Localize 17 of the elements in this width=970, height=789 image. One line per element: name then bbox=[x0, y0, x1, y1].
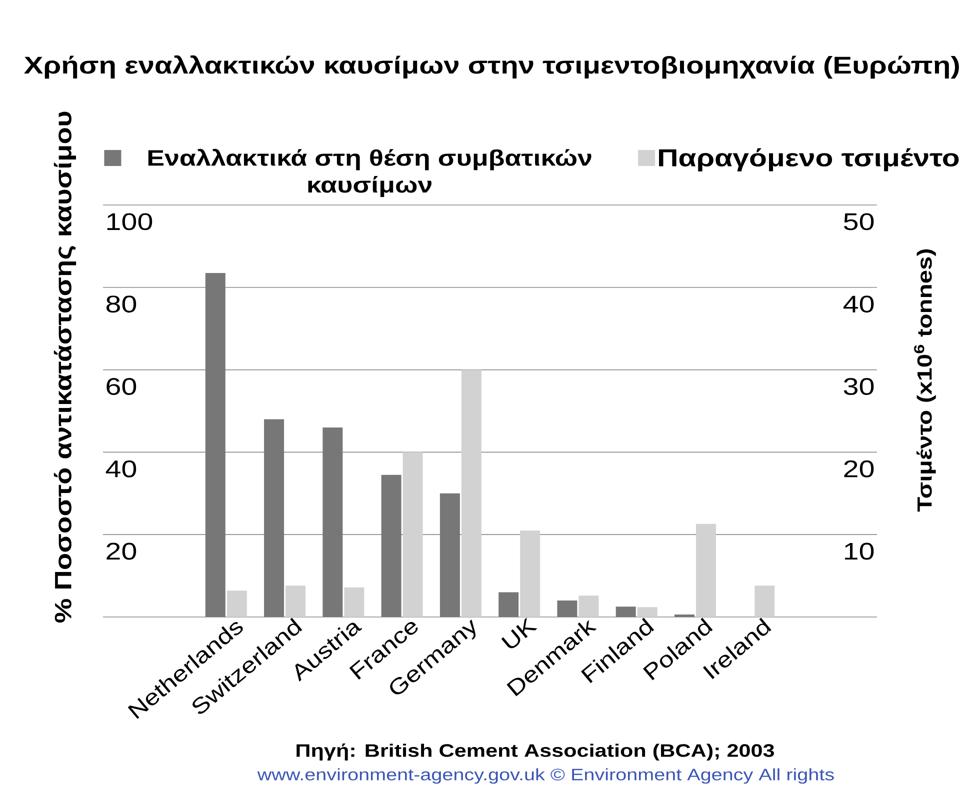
y-tick-label: 60 bbox=[106, 378, 136, 395]
y2-tick-label: 50 bbox=[844, 213, 874, 230]
y2-tick-label: 10 bbox=[844, 542, 874, 560]
y2-tick-label: 40 bbox=[843, 296, 874, 313]
y2-axis-title: Τσιμέντο (x10$^{6}$ tonnes) bbox=[914, 249, 936, 512]
y2-tick-label: 30 bbox=[844, 378, 874, 395]
text: www.environment-agency.gov.uk © Environment Agency All rights bbox=[257, 768, 834, 784]
legend-label: Παραγόμενο τσιμέντο bbox=[659, 148, 959, 172]
legend-label: Εναλλακτικά στη θέση συμβατικών καυσίμων bbox=[148, 148, 592, 198]
y-tick-label: 40 bbox=[106, 460, 136, 478]
y-axis-title: % Ποσοστό αντικατάστασης καυσίμου bbox=[54, 112, 76, 623]
y-tick-label: 20 bbox=[106, 542, 136, 560]
text: Πηγή: British Cement Association (BCA); 2003 bbox=[296, 743, 774, 760]
chart-title: Χρήση εναλλακτικών καυσίμων στην τσιμεντοβιομηχανία (Ευρώπη) bbox=[24, 55, 959, 79]
y2-tick-label: 20 bbox=[844, 460, 874, 478]
y-tick-label: 100 bbox=[107, 213, 152, 230]
y-tick-label: 80 bbox=[106, 296, 136, 313]
